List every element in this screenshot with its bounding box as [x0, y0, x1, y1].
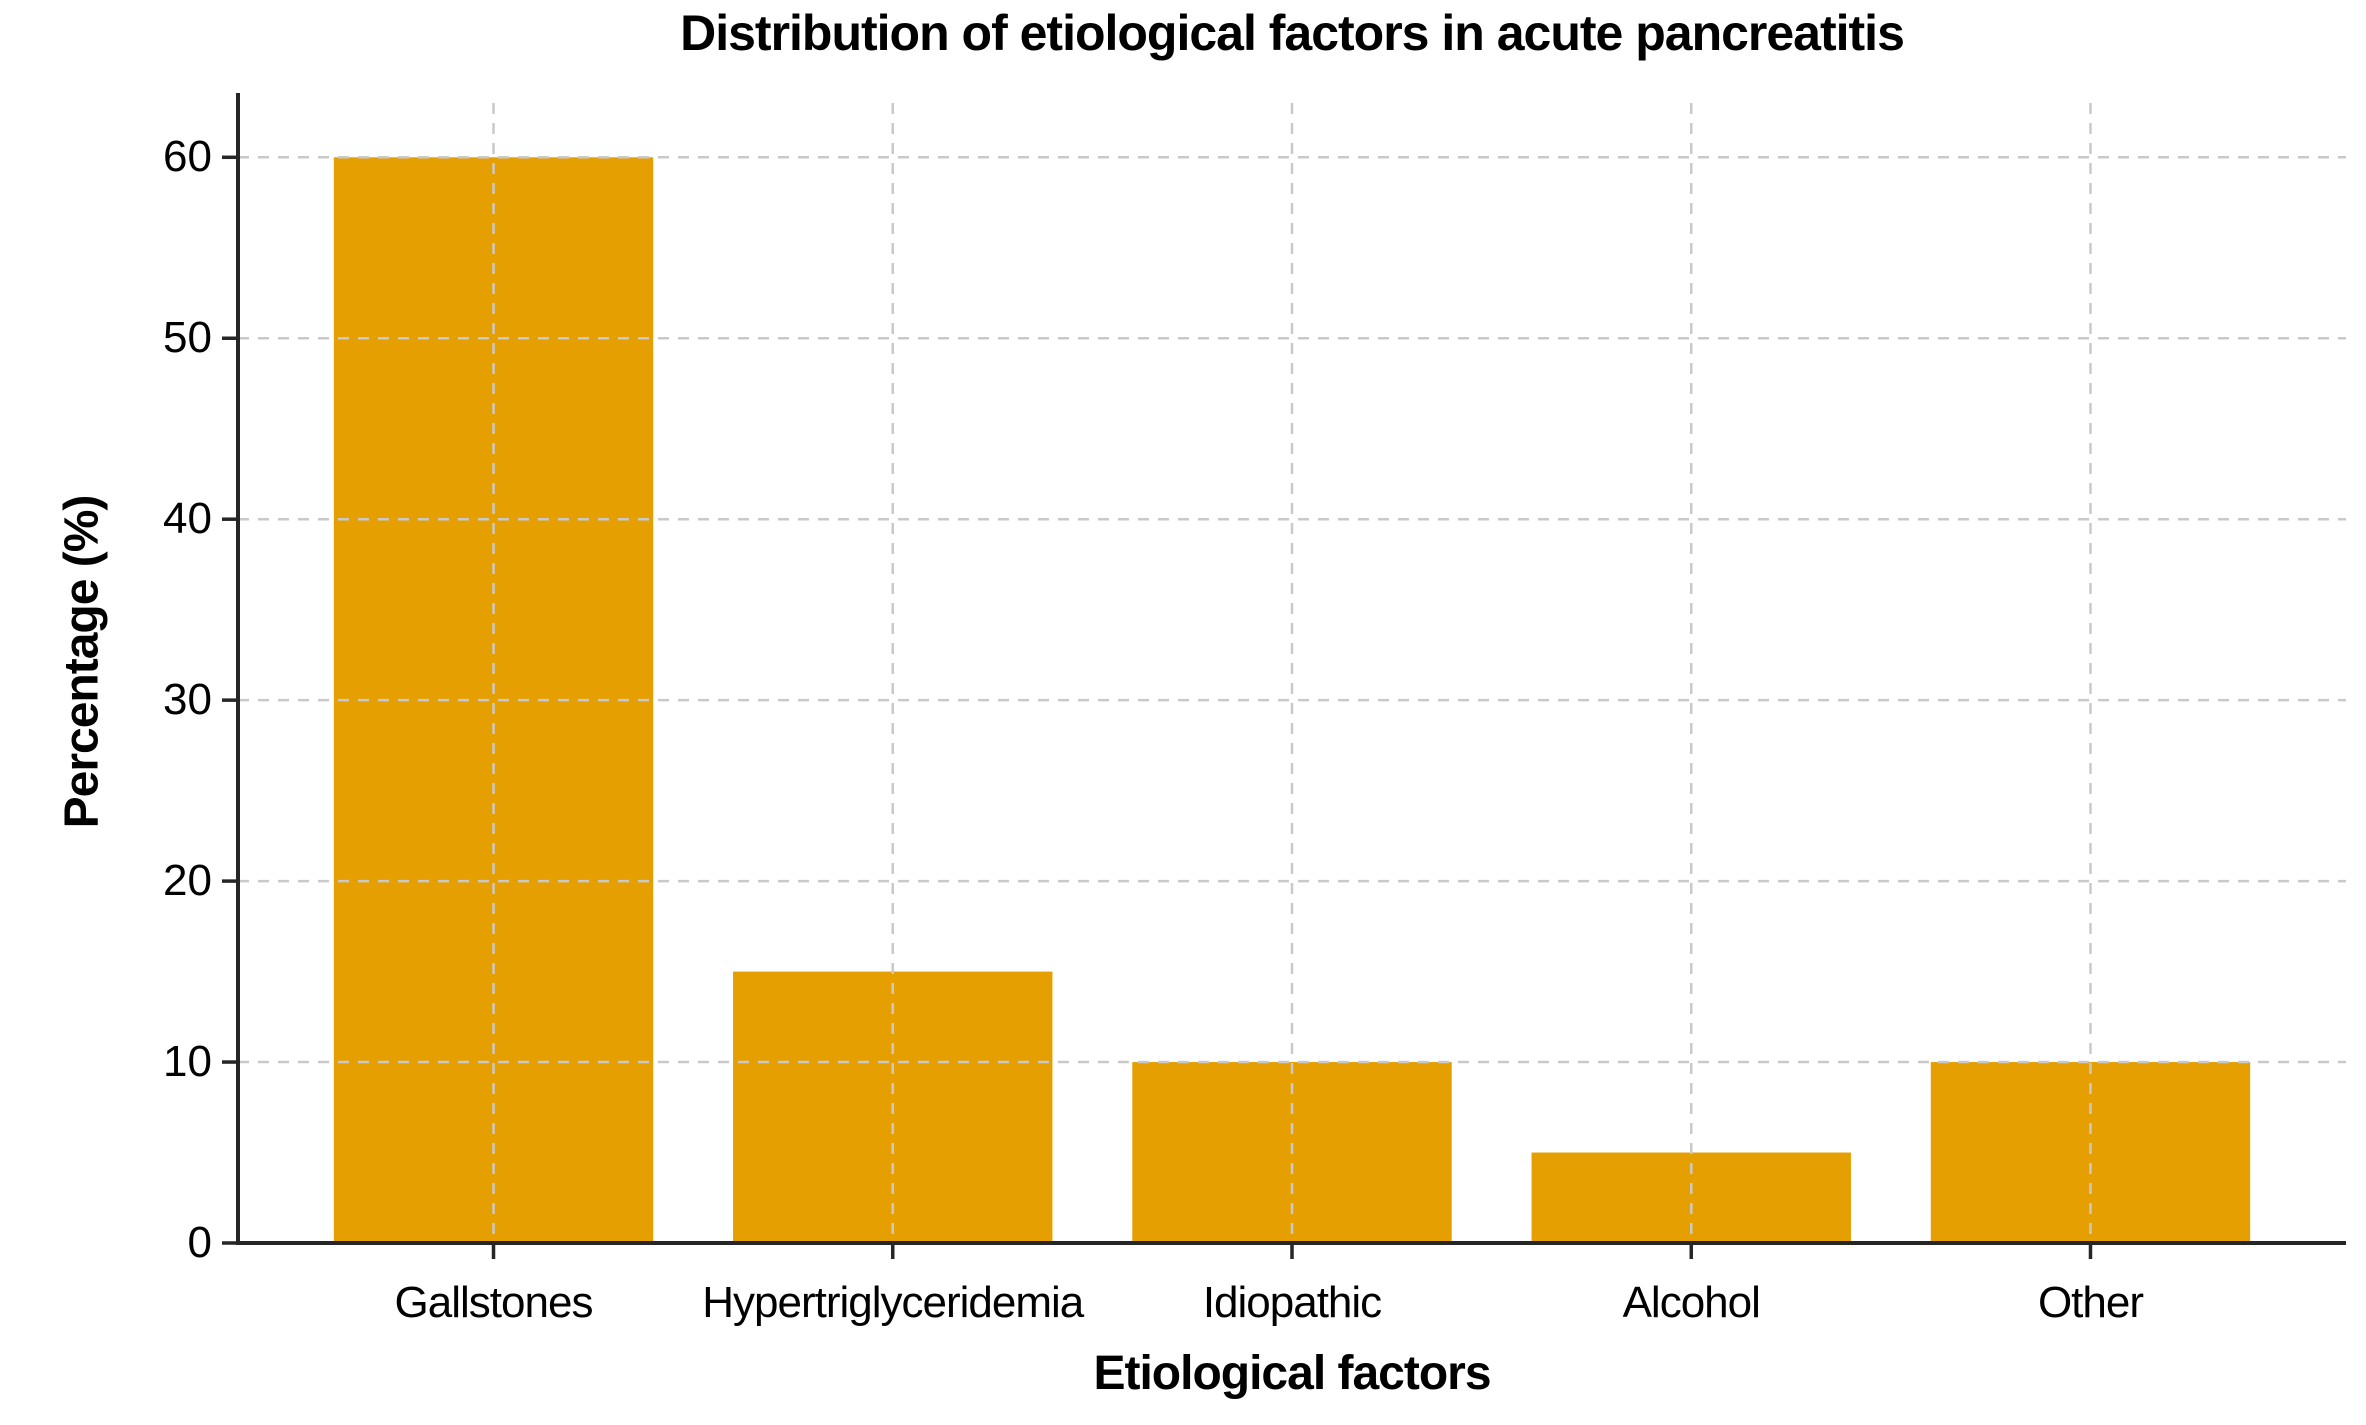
- y-tick-label-0: 0: [187, 1218, 212, 1267]
- x-tick-label-other: Other: [2037, 1278, 2144, 1327]
- y-tick-label-30: 30: [163, 675, 212, 725]
- x-tick-label-alcohol: Alcohol: [1622, 1278, 1761, 1327]
- x-tick-label-hypertriglyceridemia: Hypertriglyceridemia: [702, 1278, 1084, 1327]
- chart-title: Distribution of etiological factors in a…: [680, 5, 1905, 61]
- y-axis-label: Percentage (%): [55, 495, 109, 829]
- x-axis-label: Etiological factors: [1093, 1347, 1491, 1400]
- y-tick-label-60: 60: [163, 132, 212, 182]
- x-tick-label-gallstones: Gallstones: [394, 1278, 594, 1327]
- y-tick-label-10: 10: [163, 1037, 212, 1087]
- y-tick-label-20: 20: [163, 856, 212, 906]
- y-tick-label-40: 40: [163, 494, 212, 544]
- x-tick-label-idiopathic: Idiopathic: [1202, 1278, 1382, 1327]
- y-tick-label-50: 50: [163, 313, 212, 363]
